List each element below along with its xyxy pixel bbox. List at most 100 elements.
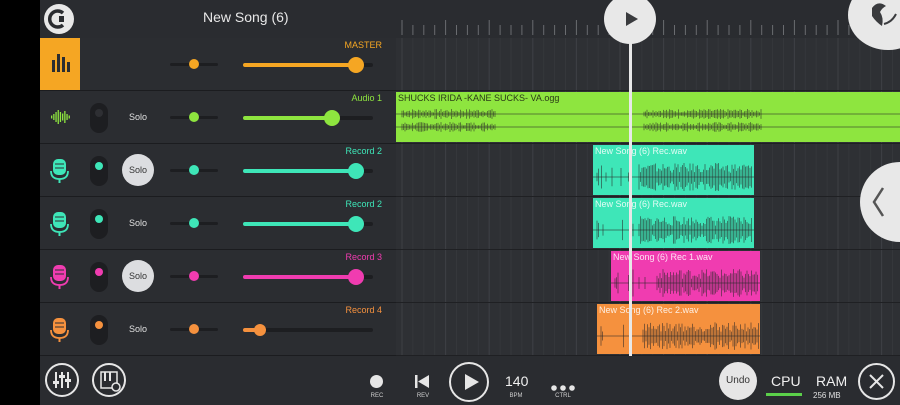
pan-slider[interactable] — [170, 271, 218, 281]
audio-clip[interactable]: New Song (6) Rec 2.wav — [597, 304, 760, 354]
track-name: Record 2 — [345, 199, 382, 209]
volume-slider[interactable] — [243, 216, 373, 232]
mute-toggle[interactable] — [90, 209, 108, 239]
microphone-icon[interactable] — [40, 144, 80, 196]
mute-toggle[interactable] — [90, 156, 108, 186]
pan-knob[interactable] — [189, 218, 199, 228]
song-title[interactable]: New Song (6) — [203, 9, 289, 25]
track-row[interactable]: Solo Record 4 — [40, 303, 396, 356]
bird-icon — [872, 3, 897, 26]
rewind-button[interactable] — [414, 374, 430, 389]
bpm-label: BPM — [509, 393, 523, 399]
volume-slider[interactable] — [243, 110, 373, 126]
microphone-icon[interactable] — [40, 197, 80, 249]
ram-value: 256 MB — [813, 391, 841, 400]
dots-icon — [551, 385, 575, 391]
piano-mode-button[interactable] — [848, 0, 900, 50]
track-name: Audio 1 — [351, 93, 382, 103]
pan-knob[interactable] — [189, 324, 199, 334]
track-row[interactable]: Solo Record 2 — [40, 144, 396, 197]
track-row[interactable]: Solo Record 3 — [40, 250, 396, 303]
mute-toggle[interactable] — [90, 315, 108, 345]
volume-slider[interactable] — [243, 269, 373, 285]
clip-name: New Song (6) Rec 2.wav — [599, 305, 699, 315]
volume-fill — [243, 63, 356, 67]
audio-clip[interactable]: SHUCKS IRIDA -KANE SUCKS- VA.ogg — [396, 92, 900, 142]
pan-slider[interactable] — [170, 112, 218, 122]
pan-knob[interactable] — [189, 59, 199, 69]
sliders-icon — [53, 372, 71, 388]
waveform-icon[interactable] — [40, 91, 80, 143]
mixer-panel: MASTER Solo Audio 1 Solo Record 2 Solo Record … — [40, 38, 396, 356]
track-name: Record 4 — [345, 305, 382, 315]
close-button[interactable] — [858, 363, 895, 400]
mute-indicator — [95, 215, 103, 223]
skip-back-icon — [415, 375, 429, 388]
mute-indicator — [95, 162, 103, 170]
clip-name: New Song (6) Rec.wav — [595, 199, 688, 209]
volume-slider[interactable] — [243, 324, 373, 336]
audio-clip[interactable]: New Song (6) Rec.wav — [593, 145, 754, 195]
pan-slider[interactable] — [170, 218, 218, 228]
volume-knob[interactable] — [323, 110, 340, 126]
play-position-button[interactable] — [604, 0, 656, 44]
clip-name: New Song (6) Rec 1.wav — [613, 252, 713, 262]
more-controls-button[interactable] — [550, 377, 576, 391]
track-name: MASTER — [344, 40, 382, 50]
cpu-label: CPU — [771, 373, 801, 389]
mixer-button[interactable] — [45, 363, 79, 397]
ctrl-label: CTRL — [555, 393, 571, 399]
undo-button[interactable]: Undo — [719, 362, 757, 400]
track-name: Record 3 — [345, 252, 382, 262]
solo-button[interactable]: Solo — [128, 112, 147, 122]
volume-knob[interactable] — [347, 163, 364, 179]
record-icon[interactable] — [370, 375, 383, 388]
solo-button[interactable]: Solo — [122, 154, 154, 186]
microphone-icon[interactable] — [40, 303, 80, 355]
pan-knob[interactable] — [189, 165, 199, 175]
playhead[interactable] — [629, 0, 632, 356]
solo-button[interactable]: Solo — [122, 260, 154, 292]
volume-knob[interactable] — [253, 324, 266, 336]
track-row[interactable]: Solo Audio 1 — [40, 91, 396, 144]
volume-slider[interactable] — [243, 163, 373, 179]
volume-fill — [243, 328, 262, 332]
clip-name: New Song (6) Rec.wav — [595, 146, 688, 156]
rev-label: REV — [416, 393, 430, 399]
audio-clip[interactable]: New Song (6) Rec.wav — [593, 198, 754, 248]
volume-knob[interactable] — [347, 216, 364, 232]
play-icon — [465, 374, 479, 390]
mute-indicator — [95, 268, 103, 276]
volume-slider[interactable] — [243, 57, 373, 73]
instrument-settings-button[interactable] — [92, 363, 126, 397]
side-panel-toggle[interactable] — [860, 162, 900, 242]
mute-indicator — [95, 109, 103, 117]
pan-slider[interactable] — [170, 324, 218, 334]
top-bar — [40, 0, 900, 38]
app-menu-button[interactable] — [44, 4, 74, 34]
play-button[interactable] — [449, 362, 489, 402]
solo-button[interactable]: Solo — [128, 324, 147, 334]
mute-toggle[interactable] — [90, 262, 108, 292]
clip-waveform — [597, 322, 760, 350]
pan-knob[interactable] — [189, 112, 199, 122]
track-row[interactable]: Solo Record 2 — [40, 197, 396, 250]
volume-knob[interactable] — [347, 57, 364, 73]
arrangement-view[interactable]: SHUCKS IRIDA -KANE SUCKS- VA.ogg New Song… — [396, 38, 900, 356]
master-track-row[interactable]: MASTER — [40, 38, 396, 91]
clip-waveform — [593, 216, 754, 244]
arrangement-grid — [396, 38, 900, 356]
volume-knob[interactable] — [347, 269, 364, 285]
pan-knob[interactable] — [189, 271, 199, 281]
pan-slider[interactable] — [170, 59, 218, 69]
equalizer-icon[interactable] — [40, 38, 80, 90]
clip-waveform — [396, 109, 900, 132]
microphone-icon[interactable] — [40, 250, 80, 302]
clip-name: SHUCKS IRIDA -KANE SUCKS- VA.ogg — [398, 93, 560, 103]
solo-button[interactable]: Solo — [128, 218, 147, 228]
mute-toggle[interactable] — [90, 103, 108, 133]
pan-slider[interactable] — [170, 165, 218, 175]
bpm-value[interactable]: 140 — [505, 373, 529, 389]
volume-fill — [243, 275, 356, 279]
audio-clip[interactable]: New Song (6) Rec 1.wav — [611, 251, 760, 301]
